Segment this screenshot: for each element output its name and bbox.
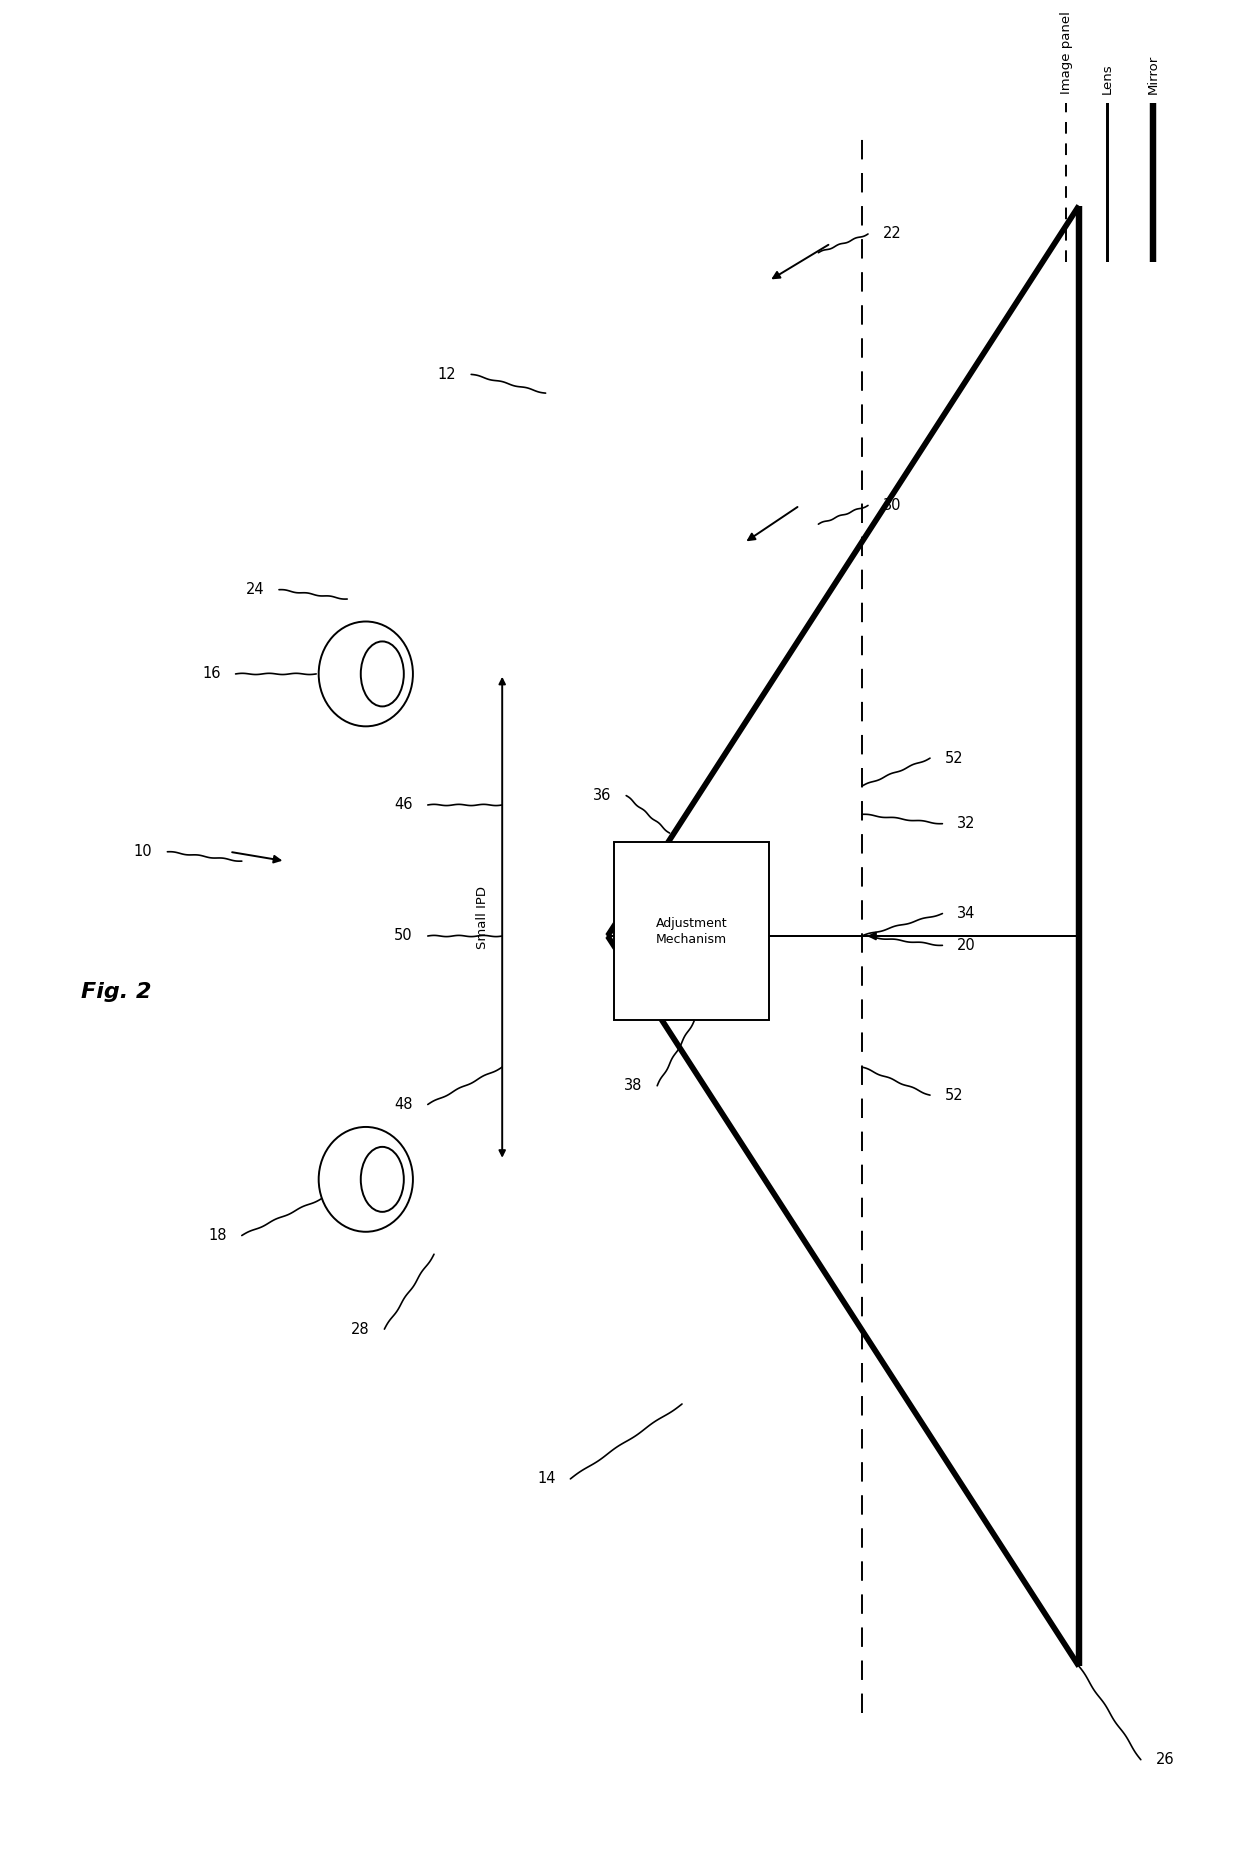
Ellipse shape [319, 1127, 413, 1232]
FancyBboxPatch shape [614, 842, 769, 1020]
Text: 50: 50 [394, 929, 413, 943]
Text: 38: 38 [624, 1078, 642, 1093]
Text: 36: 36 [593, 788, 611, 803]
Text: 32: 32 [957, 816, 976, 831]
Text: 16: 16 [202, 666, 221, 681]
Text: 28: 28 [351, 1322, 370, 1337]
Text: 30: 30 [883, 498, 901, 513]
Text: Mirror: Mirror [1147, 54, 1159, 94]
Text: Fig. 2: Fig. 2 [81, 983, 151, 1002]
Text: 20: 20 [957, 938, 976, 953]
Text: 34: 34 [957, 906, 976, 921]
Text: Small IPD: Small IPD [476, 885, 489, 949]
Text: 10: 10 [134, 844, 153, 859]
Text: 26: 26 [1156, 1752, 1174, 1767]
Text: 24: 24 [246, 582, 264, 597]
Text: Adjustment
Mechanism: Adjustment Mechanism [656, 917, 727, 945]
Ellipse shape [319, 622, 413, 726]
Text: 48: 48 [394, 1097, 413, 1112]
Text: 18: 18 [208, 1228, 227, 1243]
Text: 52: 52 [945, 1088, 963, 1103]
Text: 14: 14 [537, 1471, 556, 1486]
Text: Lens: Lens [1101, 64, 1114, 94]
Text: 46: 46 [394, 797, 413, 812]
Circle shape [361, 1148, 404, 1211]
Text: Image panel: Image panel [1060, 11, 1073, 94]
Text: 12: 12 [438, 367, 456, 382]
Circle shape [361, 642, 404, 706]
Text: 22: 22 [883, 227, 901, 241]
Text: 52: 52 [945, 751, 963, 766]
